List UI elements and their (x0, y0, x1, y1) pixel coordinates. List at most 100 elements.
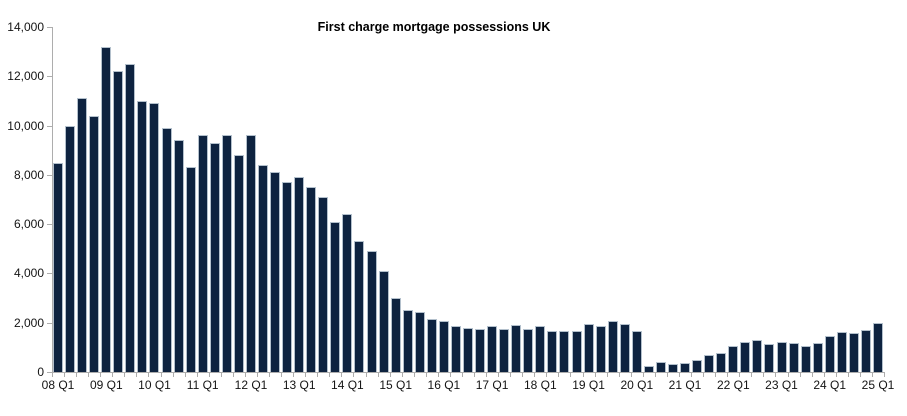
bar (571, 331, 582, 372)
x-tick-mark (124, 373, 125, 377)
x-tick-mark (884, 373, 885, 377)
y-tick-label: 0 (37, 365, 44, 379)
x-tick-mark (860, 373, 861, 377)
bar (583, 323, 594, 372)
bar (245, 135, 256, 372)
bar (728, 346, 739, 372)
x-tick-mark (715, 373, 716, 377)
x-tick-mark (209, 373, 210, 377)
bar (680, 362, 691, 372)
bar (197, 135, 208, 372)
y-tick-label: 10,000 (7, 119, 44, 133)
x-tick-mark (173, 373, 174, 377)
x-tick-mark (788, 373, 789, 377)
y-tick-label: 4,000 (13, 266, 44, 280)
y-tick-label: 14,000 (7, 20, 44, 34)
bar (655, 362, 666, 372)
x-tick-label: 17 Q1 (475, 378, 509, 392)
x-tick-mark (161, 373, 162, 377)
x-tick-mark (76, 373, 77, 377)
x-tick-mark (595, 373, 596, 377)
x-tick-label: 14 Q1 (331, 378, 364, 392)
x-tick-label: 24 Q1 (813, 378, 847, 392)
x-tick-mark (546, 373, 547, 377)
y-tick-label: 8,000 (13, 168, 44, 182)
x-tick-mark (775, 373, 776, 377)
bar (595, 326, 606, 372)
x-tick-mark (221, 373, 222, 377)
x-tick-mark (667, 373, 668, 377)
bar (233, 155, 244, 372)
bar (848, 332, 859, 372)
x-tick-mark (426, 373, 427, 377)
bar (209, 142, 220, 372)
x-tick-label: 23 Q1 (765, 378, 798, 392)
bar (752, 339, 763, 372)
x-tick-mark (100, 373, 101, 377)
x-tick-label: 21 Q1 (668, 378, 702, 392)
x-tick-mark (64, 373, 65, 377)
bar (559, 331, 570, 372)
x-tick-mark (631, 373, 632, 377)
bar (872, 322, 883, 372)
y-tick-mark (47, 224, 52, 225)
bar (402, 310, 413, 372)
x-tick-mark (197, 373, 198, 377)
bar (125, 63, 136, 372)
bar (53, 162, 64, 372)
bar (547, 331, 558, 372)
x-tick-mark (341, 373, 342, 377)
bar (221, 135, 232, 372)
x-tick-mark (112, 373, 113, 377)
x-tick-label: 19 Q1 (572, 378, 605, 392)
bar (390, 298, 401, 372)
bar (776, 341, 787, 372)
x-tick-mark (438, 373, 439, 377)
y-tick-mark (47, 372, 52, 373)
x-tick-label: 22 Q1 (716, 378, 750, 392)
x-tick-mark (655, 373, 656, 377)
x-tick-mark (305, 373, 306, 377)
bar (318, 197, 329, 372)
bar (812, 342, 823, 372)
bar (716, 353, 727, 372)
x-tick-mark (136, 373, 137, 377)
x-tick-label: 12 Q1 (234, 378, 268, 392)
x-tick-mark (378, 373, 379, 377)
bar (667, 364, 678, 372)
bar (438, 321, 449, 372)
y-tick-mark (47, 273, 52, 274)
x-tick-mark (534, 373, 535, 377)
bar (450, 326, 461, 372)
x-tick-label: 11 Q1 (186, 378, 219, 392)
bar (535, 326, 546, 372)
bar (270, 172, 281, 372)
bar (463, 327, 473, 372)
x-tick-mark (245, 373, 246, 377)
x-tick-label: 13 Q1 (282, 378, 316, 392)
bar (704, 354, 715, 372)
x-axis (52, 372, 885, 373)
x-tick-label: 20 Q1 (620, 378, 654, 392)
x-tick-mark (462, 373, 463, 377)
x-tick-label: 18 Q1 (523, 378, 557, 392)
x-tick-mark (812, 373, 813, 377)
x-tick-mark (800, 373, 801, 377)
bar (149, 103, 160, 372)
bar (836, 332, 847, 372)
bar (475, 328, 486, 372)
bar (860, 330, 871, 372)
bar (643, 366, 654, 372)
x-tick-mark (558, 373, 559, 377)
y-tick-label: 12,000 (7, 69, 44, 83)
bar (330, 221, 341, 372)
x-tick-mark (498, 373, 499, 377)
x-tick-mark (619, 373, 620, 377)
y-axis (52, 27, 53, 373)
bar (306, 187, 317, 372)
bar (740, 342, 751, 372)
x-tick-mark (317, 373, 318, 377)
bar (764, 344, 775, 372)
x-tick-mark (414, 373, 415, 377)
